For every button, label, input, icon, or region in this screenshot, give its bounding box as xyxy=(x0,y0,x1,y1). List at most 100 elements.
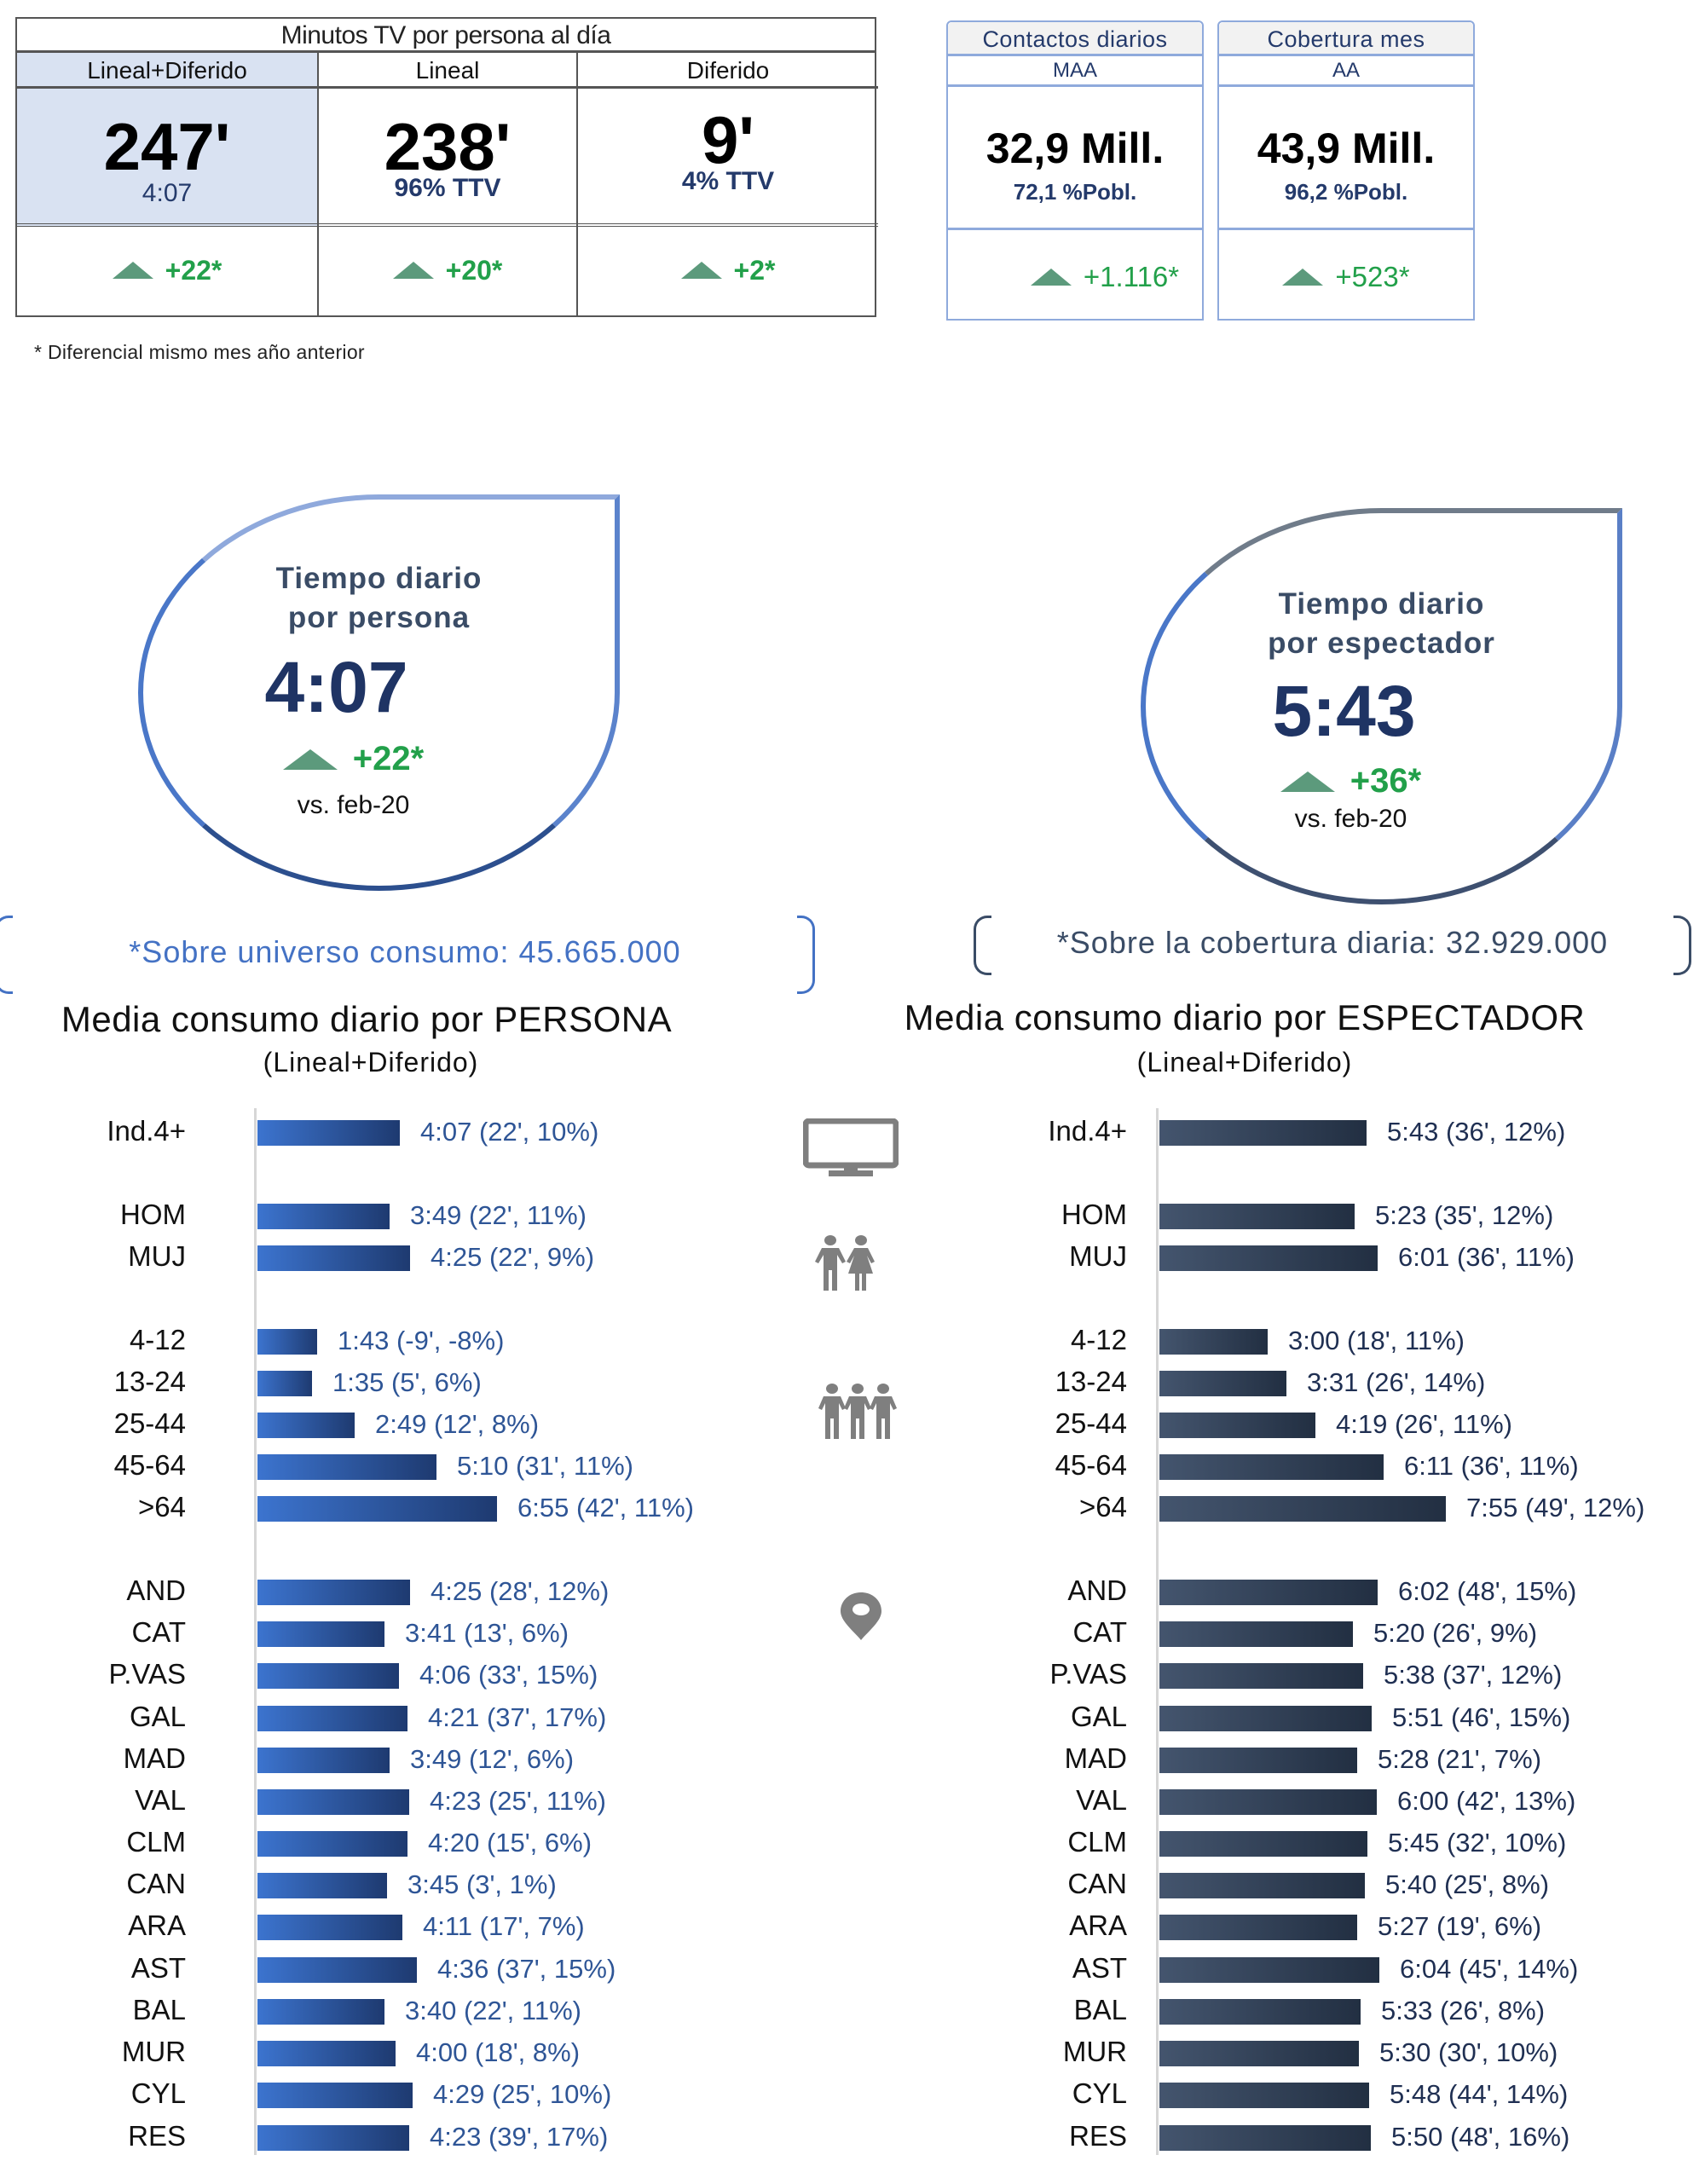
bar-row: HOM 5:23 (35', 12%) xyxy=(852,1199,1705,1230)
minutes-sub: 4% TTV xyxy=(681,167,775,195)
bar xyxy=(1159,1831,1367,1857)
bar xyxy=(1159,1957,1379,1983)
drop-value: 4:07 xyxy=(264,647,408,727)
coverage-note: *Sobre la cobertura diaria: 32.929.000 xyxy=(974,916,1691,975)
bar-value-label: 5:27 (19', 6%) xyxy=(1378,1911,1542,1941)
bar-value-label: 5:20 (26', 9%) xyxy=(1373,1618,1538,1648)
bar-category-label: P.VAS xyxy=(1049,1658,1127,1690)
kpi-title: Cobertura mes xyxy=(1219,22,1473,56)
bar xyxy=(257,1204,390,1229)
bar-row: P.VAS 5:38 (37', 12%) xyxy=(852,1658,1705,1690)
bar-category-label: CAN xyxy=(1067,1868,1127,1899)
bar-row: ARA 5:27 (19', 6%) xyxy=(852,1910,1705,1941)
bar-category-label: CAT xyxy=(1072,1616,1127,1648)
bar-value-label: 5:45 (32', 10%) xyxy=(1388,1828,1567,1858)
up-triangle-icon xyxy=(282,748,338,770)
bar xyxy=(1159,1663,1363,1689)
bar-value-label: 5:40 (25', 8%) xyxy=(1385,1869,1550,1899)
bar-value-label: 4:29 (25', 10%) xyxy=(433,2079,612,2109)
bar-value-label: 4:36 (37', 15%) xyxy=(437,1954,616,1984)
bar-category-label: MUJ xyxy=(128,1240,186,1272)
bar-category-label: CAT xyxy=(131,1616,186,1648)
bar-row: AST 4:36 (37', 15%) xyxy=(0,1952,767,1984)
column-lineal: Lineal 238' 96% TTV +20* xyxy=(317,53,576,317)
bar-category-label: 25-44 xyxy=(113,1407,186,1439)
kpi-delta: +523* xyxy=(1219,230,1473,315)
persona-section-subtitle: (Lineal+Diferido) xyxy=(263,1047,479,1078)
bar-value-label: 3:45 (3', 1%) xyxy=(407,1869,557,1899)
bar-category-label: 13-24 xyxy=(113,1366,186,1397)
up-triangle-icon xyxy=(1030,269,1072,286)
kpi-value: 43,9 Mill. xyxy=(1257,124,1436,172)
bar xyxy=(1159,1413,1315,1438)
bar xyxy=(1159,1120,1367,1146)
bar-value-label: 4:25 (28', 12%) xyxy=(431,1576,610,1606)
kpi-main: 43,9 Mill. 96,2 %Pobl. xyxy=(1219,87,1473,230)
bar-row: CAN 5:40 (25', 8%) xyxy=(852,1868,1705,1899)
bar xyxy=(257,1371,312,1396)
bar-row: MUR 4:00 (18', 8%) xyxy=(0,2036,767,2067)
bar-category-label: RES xyxy=(128,2120,186,2152)
bar-category-label: HOM xyxy=(120,1199,186,1230)
bar-category-label: ARA xyxy=(128,1910,186,1941)
chart-axis xyxy=(1156,1108,1159,2155)
kpi-contactos-diarios: Contactos diarios MAA 32,9 Mill. 72,1 %P… xyxy=(946,20,1204,321)
bar-value-label: 4:06 (33', 15%) xyxy=(419,1660,598,1690)
up-triangle-icon xyxy=(1280,771,1335,792)
bar-value-label: 3:41 (13', 6%) xyxy=(405,1618,569,1648)
bar-row: 45-64 6:11 (36', 11%) xyxy=(852,1449,1705,1481)
bar xyxy=(1159,1204,1355,1229)
bar-value-label: 3:40 (22', 11%) xyxy=(405,1996,581,2025)
bar-category-label: VAL xyxy=(135,1784,186,1816)
bar-category-label: >64 xyxy=(1079,1491,1127,1522)
bar xyxy=(257,2125,409,2151)
bar xyxy=(1159,1454,1384,1480)
bar xyxy=(257,1496,497,1522)
bar-category-label: ARA xyxy=(1069,1910,1127,1941)
bar-value-label: 6:04 (45', 14%) xyxy=(1400,1954,1579,1984)
bar-row: CLM 4:20 (15', 6%) xyxy=(0,1826,767,1858)
bar-row: P.VAS 4:06 (33', 15%) xyxy=(0,1658,767,1690)
bar-category-label: CAN xyxy=(126,1868,186,1899)
bar-row: CYL 4:29 (25', 10%) xyxy=(0,2077,767,2109)
minutes-sub: 4:07 xyxy=(142,179,193,207)
kpi-value: 32,9 Mill. xyxy=(985,124,1165,172)
up-triangle-icon xyxy=(680,262,722,279)
bar-value-label: 1:43 (-9', -8%) xyxy=(338,1326,505,1355)
bar xyxy=(257,1245,410,1271)
bar xyxy=(1159,1580,1378,1605)
bar-value-label: 5:10 (31', 11%) xyxy=(457,1451,633,1481)
bar-row: GAL 5:51 (46', 15%) xyxy=(852,1701,1705,1732)
bar-row: CYL 5:48 (44', 14%) xyxy=(852,2077,1705,2109)
bar xyxy=(1159,1371,1286,1396)
tv-icon xyxy=(802,1118,899,1182)
bar xyxy=(257,2041,396,2066)
bar-row: BAL 3:40 (22', 11%) xyxy=(0,1994,767,2025)
bar-row: VAL 4:23 (25', 11%) xyxy=(0,1784,767,1816)
minutes-value: 9' xyxy=(702,102,754,177)
bar-category-label: AND xyxy=(1067,1574,1127,1606)
bar-value-label: 4:25 (22', 9%) xyxy=(431,1242,595,1272)
up-triangle-icon xyxy=(112,262,153,279)
bar-value-label: 4:23 (39', 17%) xyxy=(430,2122,609,2152)
bar-value-label: 5:38 (37', 12%) xyxy=(1384,1660,1563,1690)
bar-row: 4-12 1:43 (-9', -8%) xyxy=(0,1324,767,1355)
footnote: * Diferencial mismo mes año anterior xyxy=(34,341,365,363)
bar xyxy=(1159,1999,1361,2025)
bar-category-label: AST xyxy=(130,1952,186,1984)
bar-value-label: 4:23 (25', 11%) xyxy=(430,1786,606,1816)
bar-value-label: 5:30 (30', 10%) xyxy=(1379,2037,1558,2067)
kpi-main: 32,9 Mill. 72,1 %Pobl. xyxy=(948,87,1202,230)
bar-category-label: >64 xyxy=(138,1491,186,1522)
column-diferido: Diferido 9' 4% TTV +2* xyxy=(576,53,878,317)
drop-comparison: vs. feb-20 xyxy=(297,791,410,819)
bar-category-label: 4-12 xyxy=(1070,1324,1127,1355)
bar xyxy=(1159,2125,1371,2151)
bar-row: GAL 4:21 (37', 17%) xyxy=(0,1701,767,1732)
drop-tiempo-espectador: Tiempo diario por espectador 5:43 +36* v… xyxy=(1141,508,1622,904)
chart-axis xyxy=(254,1108,257,2155)
bar-row: AST 6:04 (45', 14%) xyxy=(852,1952,1705,1984)
bar-category-label: BAL xyxy=(1073,1994,1127,2025)
kpi-pct: 96,2 %Pobl. xyxy=(1284,179,1408,205)
bar xyxy=(257,1999,384,2025)
